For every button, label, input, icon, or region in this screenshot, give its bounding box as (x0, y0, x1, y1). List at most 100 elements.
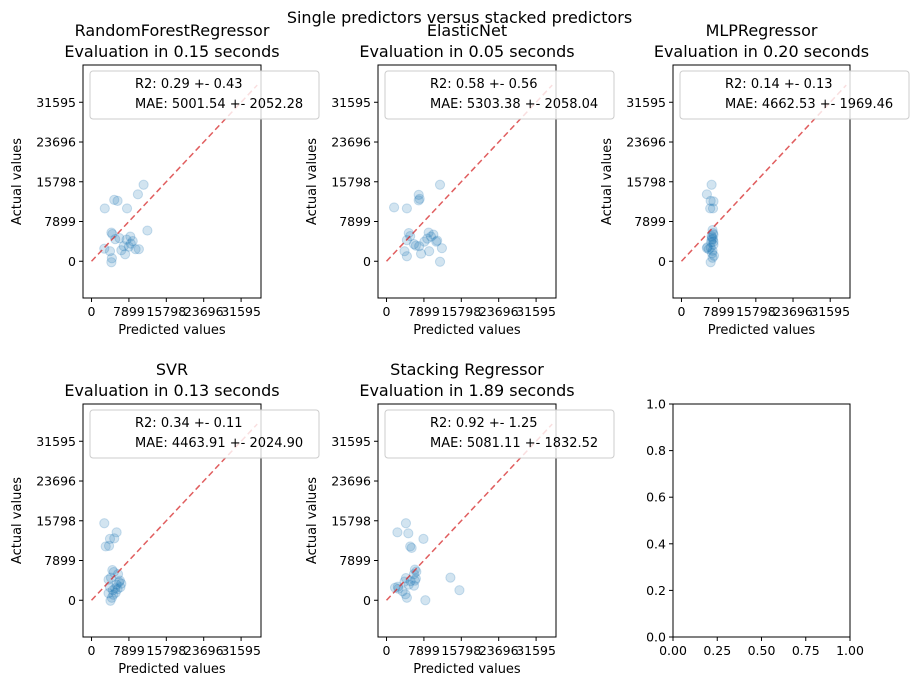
scatter-point (424, 246, 435, 257)
scatter-point (411, 566, 422, 577)
scatter-point (705, 242, 716, 253)
scatter-point (109, 533, 120, 544)
x-tick-label: 0 (383, 643, 391, 658)
x-tick-label: 31595 (516, 643, 556, 658)
scatter-point (99, 518, 110, 529)
scatter-point (400, 573, 412, 584)
x-tick-label: 23696 (479, 304, 519, 319)
scatter-point (108, 589, 119, 600)
x-tick-label: 0.75 (792, 643, 820, 658)
scatter-point (403, 579, 414, 590)
legend-entry: MAE: 4463.91 +- 2024.90 (135, 436, 303, 451)
scatter-point (106, 253, 117, 264)
scatter-point (400, 518, 412, 529)
legend-box (384, 409, 615, 459)
scatter-point (401, 592, 412, 603)
y-tick-label: 0 (68, 593, 76, 608)
scatter-point (104, 582, 116, 593)
scatter-point (409, 575, 421, 586)
axes-frame (672, 403, 851, 638)
x-tick-label: 0.00 (659, 643, 687, 658)
legend-entry: R2: 0.92 +- 1.25 (430, 416, 538, 431)
x-tick-label: 0.50 (748, 643, 776, 658)
scatter-point (105, 595, 116, 606)
x-axis-label: Predicted values (413, 323, 521, 338)
scatter-point (106, 257, 117, 268)
scatter-point (110, 587, 121, 598)
y-axis-label: Actual values (600, 138, 615, 225)
legend-entry: R2: 0.34 +- 0.11 (135, 416, 243, 431)
y-tick-label: 15798 (331, 513, 371, 528)
y-tick-label: 23696 (331, 474, 371, 489)
scatter-point (414, 241, 425, 252)
x-axis-label: Predicted values (118, 323, 226, 338)
scatter-point (111, 527, 122, 538)
scatter-point (705, 195, 716, 206)
scatter-point (104, 533, 116, 544)
scatter-point (114, 575, 126, 586)
scatter-point (105, 572, 117, 583)
y-tick-label: 0 (363, 593, 371, 608)
scatter-point (406, 542, 417, 554)
y-tick-label: 31595 (331, 434, 371, 449)
y-tick-label: 0.8 (646, 443, 666, 458)
subplot-subtitle: Evaluation in 0.20 seconds (654, 42, 869, 61)
scatter-point (708, 229, 719, 240)
scatter-point (397, 586, 408, 597)
scatter-point (707, 234, 719, 245)
legend-entry: R2: 0.14 +- 0.13 (725, 77, 833, 92)
scatter-point (414, 193, 425, 204)
scatter-point (413, 195, 424, 206)
scatter-point (107, 585, 118, 596)
y-tick-label: 0.0 (646, 630, 666, 645)
scatter-point (112, 584, 123, 595)
scatter-point (111, 579, 122, 590)
scatter-point (707, 224, 718, 236)
scatter-point (133, 244, 144, 255)
scatter-point (701, 189, 712, 200)
scatter-point (112, 195, 123, 206)
scatter-point (432, 235, 443, 246)
y-tick-label: 31595 (36, 95, 76, 110)
y-tick-label: 0.2 (646, 583, 666, 598)
subplot-subtitle: Evaluation in 0.05 seconds (359, 42, 574, 61)
y-tick-label: 15798 (36, 174, 76, 189)
scatter-point (118, 241, 129, 252)
y-tick-label: 15798 (331, 174, 371, 189)
y-tick-label: 31595 (36, 434, 76, 449)
scatter-point (708, 236, 719, 247)
y-axis-label: Actual values (10, 138, 25, 225)
scatter-point (125, 231, 136, 242)
x-tick-label: 7899 (408, 643, 440, 658)
scatter-point (706, 179, 717, 190)
scatter-point (408, 580, 420, 591)
y-tick-label: 0.4 (646, 536, 666, 551)
subplot-subtitle: Evaluation in 0.13 seconds (64, 381, 279, 400)
x-tick-label: 23696 (184, 304, 224, 319)
scatter-point (706, 237, 717, 248)
y-tick-label: 1.0 (646, 397, 666, 412)
scatter-point (392, 581, 403, 592)
scatter-point (121, 234, 132, 245)
scatter-point (127, 236, 138, 247)
x-tick-label: 1.00 (836, 643, 864, 658)
scatter-point (408, 239, 420, 250)
scatter-point (103, 588, 114, 599)
scatter-point (425, 231, 437, 242)
scatter-point (413, 189, 424, 200)
x-tick-label: 31595 (221, 304, 261, 319)
scatter-point (100, 541, 111, 552)
scatter-point (701, 243, 712, 254)
scatter-point (401, 251, 412, 262)
y-tick-label: 31595 (331, 95, 371, 110)
subplot-title: Stacking Regressor (390, 360, 544, 379)
scatter-point (454, 585, 465, 596)
legend-entry: MAE: 5303.38 +- 2058.04 (430, 97, 598, 112)
y-tick-label: 0.6 (646, 490, 666, 505)
y-tick-label: 7899 (44, 553, 76, 568)
scatter-point (389, 202, 400, 213)
x-tick-label: 23696 (479, 643, 519, 658)
scatter-point (705, 257, 716, 268)
scatter-point (114, 233, 125, 244)
